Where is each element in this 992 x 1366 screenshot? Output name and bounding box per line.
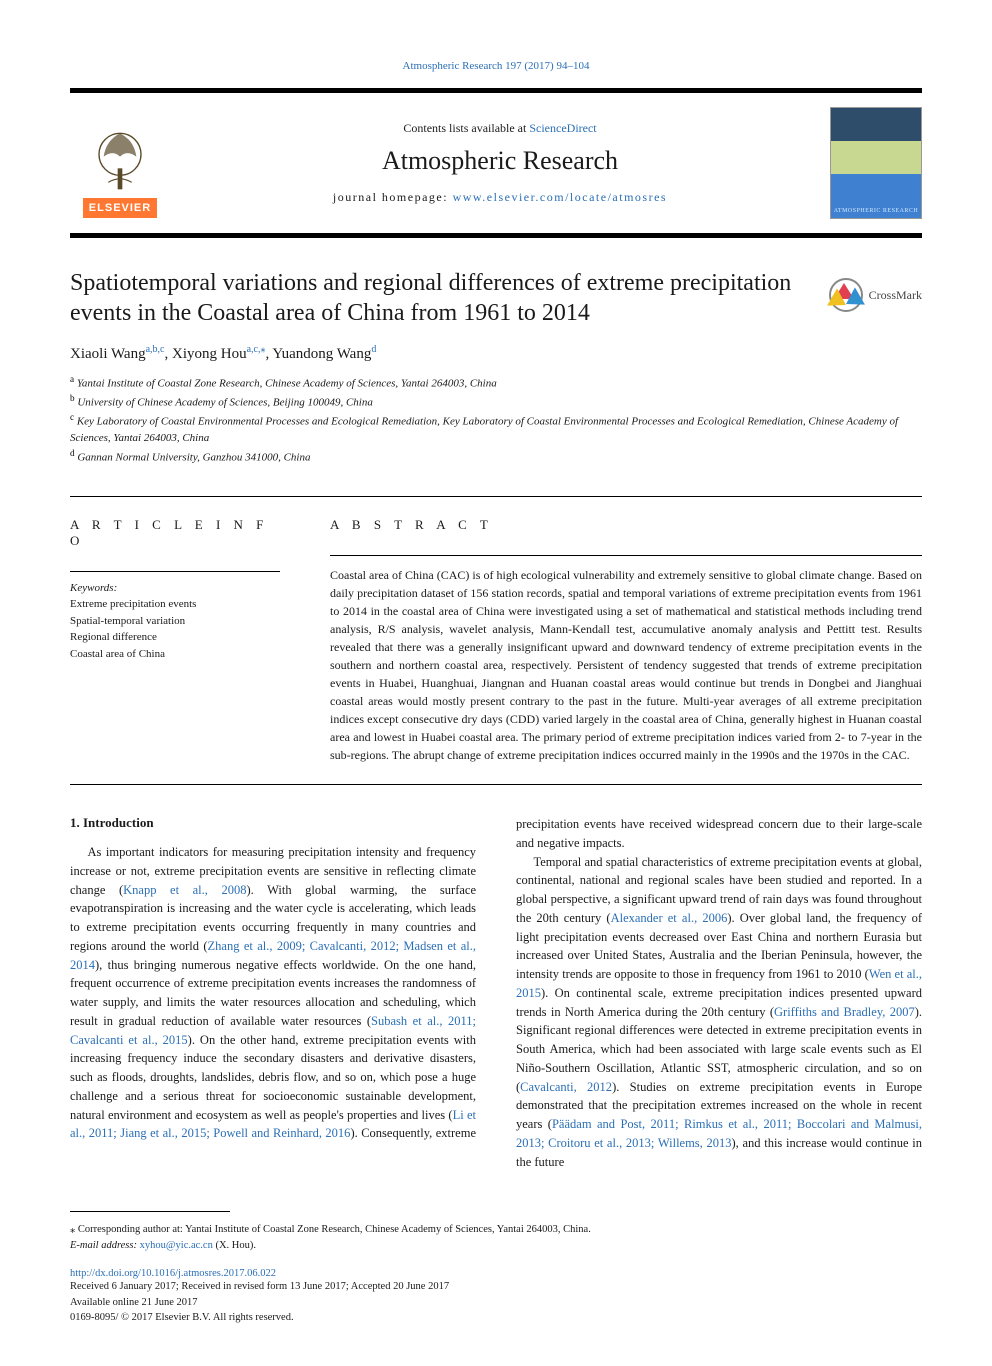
- email-label: E-mail address:: [70, 1240, 140, 1251]
- received-line: Received 6 January 2017; Received in rev…: [70, 1279, 922, 1295]
- affil-link[interactable]: a,b,c: [146, 344, 165, 355]
- keyword-item: Spatial-temporal variation: [70, 613, 280, 630]
- affil-link[interactable]: d: [371, 344, 376, 355]
- affil-c: Key Laboratory of Coastal Environmental …: [70, 416, 898, 445]
- author-1: Xiaoli Wang: [70, 346, 146, 362]
- citation-link[interactable]: Cavalcanti, 2012: [520, 1080, 612, 1094]
- affil-b: University of Chinese Academy of Science…: [77, 397, 373, 409]
- affil-a: Yantai Institute of Coastal Zone Researc…: [77, 378, 497, 390]
- keyword-item: Coastal area of China: [70, 646, 280, 663]
- running-head: Atmospheric Research 197 (2017) 94–104: [70, 60, 922, 72]
- corr-star-foot: ⁎: [70, 1224, 78, 1235]
- author-3: , Yuandong Wang: [265, 346, 371, 362]
- affiliations: a Yantai Institute of Coastal Zone Resea…: [70, 373, 922, 466]
- meta-block: A R T I C L E I N F O Keywords: Extreme …: [70, 496, 922, 785]
- keyword-item: Extreme precipitation events: [70, 596, 280, 613]
- header-center: Contents lists available at ScienceDirec…: [170, 121, 830, 205]
- paragraph: Temporal and spatial characteristics of …: [516, 853, 922, 1172]
- citation-link[interactable]: Griffiths and Bradley, 2007: [774, 1005, 915, 1019]
- intro-heading: 1. Introduction: [70, 815, 476, 831]
- correspondence: ⁎ Corresponding author at: Yantai Instit…: [70, 1222, 922, 1254]
- contents-prefix: Contents lists available at: [403, 121, 529, 135]
- journal-header: ELSEVIER Contents lists available at Sci…: [70, 88, 922, 238]
- body-two-column: 1. Introduction As important indicators …: [70, 815, 922, 1171]
- email-suffix: (X. Hou).: [213, 1240, 256, 1251]
- affil-link[interactable]: a,c,: [247, 344, 261, 355]
- elsevier-tree-icon: [85, 124, 155, 194]
- author-list: Xiaoli Wanga,b,c, Xiyong Houa,c,⁎, Yuand…: [70, 344, 922, 363]
- keywords-list: Extreme precipitation events Spatial-tem…: [70, 596, 280, 662]
- doi-link[interactable]: http://dx.doi.org/10.1016/j.atmosres.201…: [70, 1268, 276, 1279]
- article-info-heading: A R T I C L E I N F O: [70, 517, 280, 549]
- journal-cover-thumb: ATMOSPHERIC RESEARCH: [830, 107, 922, 219]
- abstract-text: Coastal area of China (CAC) is of high e…: [330, 566, 922, 764]
- keywords-heading: Keywords:: [70, 582, 280, 594]
- affil-d: Gannan Normal University, Ganzhou 341000…: [77, 452, 310, 464]
- crossmark-label: CrossMark: [869, 288, 922, 303]
- abstract-block: A B S T R A C T Coastal area of China (C…: [330, 517, 922, 764]
- homepage-prefix: journal homepage:: [333, 190, 453, 204]
- abstract-heading: A B S T R A C T: [330, 517, 922, 533]
- article-info: A R T I C L E I N F O Keywords: Extreme …: [70, 517, 280, 764]
- author-2: , Xiyong Hou: [164, 346, 246, 362]
- running-head-link[interactable]: Atmospheric Research 197 (2017) 94–104: [403, 60, 590, 72]
- email-link[interactable]: xyhou@yic.ac.cn: [140, 1240, 213, 1251]
- sciencedirect-link[interactable]: ScienceDirect: [529, 121, 596, 135]
- cover-caption: ATMOSPHERIC RESEARCH: [831, 208, 921, 214]
- copyright-line: 0169-8095/ © 2017 Elsevier B.V. All righ…: [70, 1310, 922, 1326]
- article-title: Spatiotemporal variations and regional d…: [70, 268, 799, 328]
- publisher-name: ELSEVIER: [83, 198, 157, 218]
- citation-link[interactable]: Alexander et al., 2006: [611, 911, 728, 925]
- citation-link[interactable]: Knapp et al., 2008: [123, 883, 246, 897]
- available-line: Available online 21 June 2017: [70, 1295, 922, 1311]
- journal-name: Atmospheric Research: [170, 146, 830, 176]
- crossmark-badge[interactable]: CrossMark: [829, 268, 922, 312]
- keyword-item: Regional difference: [70, 629, 280, 646]
- corr-text: Corresponding author at: Yantai Institut…: [78, 1224, 591, 1235]
- crossmark-icon: [829, 278, 863, 312]
- journal-homepage-link[interactable]: www.elsevier.com/locate/atmosres: [453, 190, 668, 204]
- publisher-logo: ELSEVIER: [70, 108, 170, 218]
- footnote-rule: [70, 1211, 230, 1212]
